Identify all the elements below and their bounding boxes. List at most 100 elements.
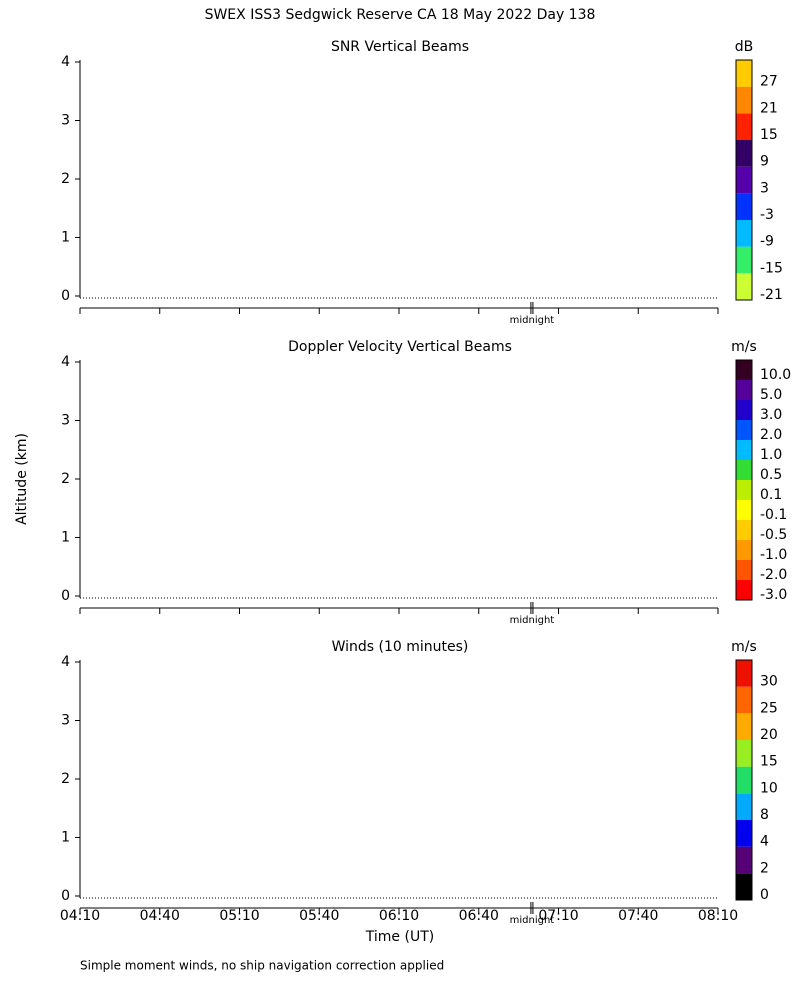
colorbar-label: 5.0 (760, 387, 782, 403)
colorbar-swatch (736, 273, 752, 300)
colorbar-swatch (736, 60, 752, 87)
x-tick-label: 06:40 (459, 908, 499, 924)
x-tick-label: 08:10 (698, 908, 738, 924)
colorbar-label: 0 (760, 887, 769, 903)
colorbar-label: 3 (760, 180, 769, 196)
y-axis-label: Altitude (km) (14, 433, 30, 525)
colorbar-label: 2.0 (760, 427, 782, 443)
colorbar-swatch (736, 166, 752, 194)
panel-title: SNR Vertical Beams (331, 39, 469, 55)
colorbar-label: -0.5 (760, 527, 787, 543)
x-tick-label: 06:10 (379, 908, 419, 924)
colorbar-label: -3 (760, 207, 774, 223)
colorbar-swatch (736, 460, 752, 480)
colorbar-label: 25 (760, 700, 778, 716)
midnight-label: midnight (510, 315, 555, 326)
colorbar-label: -2.0 (760, 567, 787, 583)
colorbar-swatch (736, 193, 752, 220)
colorbar-label: -9 (760, 234, 774, 250)
colorbar-swatch (736, 560, 752, 580)
colorbar-label: 4 (760, 834, 769, 850)
colorbar-unit: dB (735, 39, 754, 55)
page-title: SWEX ISS3 Sedgwick Reserve CA 18 May 202… (205, 7, 596, 23)
colorbar-swatch (736, 820, 752, 847)
colorbar-swatch (736, 380, 752, 400)
colorbar-unit: m/s (731, 639, 757, 655)
y-tick-label: 4 (61, 354, 70, 370)
x-tick-label: 04:10 (60, 908, 100, 924)
colorbar-swatch (736, 873, 752, 900)
colorbar-label: 15 (760, 127, 778, 143)
x-tick-label: 05:40 (299, 908, 339, 924)
y-tick-label: 2 (61, 771, 70, 787)
colorbar-frame (735, 359, 753, 601)
colorbar-swatch (736, 713, 752, 740)
colorbar-label: 10.0 (760, 367, 791, 383)
colorbar-swatch (736, 360, 752, 380)
colorbar-swatch (736, 580, 752, 600)
colorbar-swatch (736, 113, 752, 140)
colorbar-swatch (736, 86, 752, 114)
colorbar-swatch (736, 246, 752, 274)
y-tick-label: 3 (61, 413, 70, 429)
y-tick-label: 4 (61, 654, 70, 670)
colorbar-label: 1.0 (760, 447, 782, 463)
x-tick-label: 05:10 (219, 908, 259, 924)
footnote: Simple moment winds, no ship navigation … (80, 959, 444, 973)
colorbar-label: -0.1 (760, 507, 787, 523)
colorbar-swatch (736, 686, 752, 714)
colorbar-label: 21 (760, 100, 778, 116)
colorbar-swatch (736, 846, 752, 874)
colorbar-swatch (736, 400, 752, 420)
x-axis-label: Time (UT) (365, 929, 434, 945)
y-tick-label: 0 (61, 288, 70, 304)
colorbar-swatch (736, 793, 752, 820)
colorbar-label: 15 (760, 754, 778, 770)
y-tick-label: 1 (61, 830, 70, 846)
y-tick-label: 3 (61, 713, 70, 729)
y-tick-label: 1 (61, 230, 70, 246)
colorbar-frame (735, 59, 753, 301)
colorbar-label: 9 (760, 154, 769, 170)
y-tick-label: 2 (61, 471, 70, 487)
colorbar-label: -3.0 (760, 587, 787, 603)
colorbar-swatch (736, 440, 752, 460)
colorbar-swatch (736, 480, 752, 500)
colorbar-swatch (736, 540, 752, 560)
panel-title: Winds (10 minutes) (332, 639, 469, 655)
colorbar-label: 30 (760, 674, 778, 690)
colorbar-swatch (736, 766, 752, 794)
y-tick-label: 1 (61, 530, 70, 546)
colorbar-swatch (736, 500, 752, 520)
y-tick-label: 0 (61, 888, 70, 904)
colorbar-swatch (736, 740, 752, 767)
y-tick-label: 3 (61, 113, 70, 129)
colorbar-swatch (736, 220, 752, 247)
colorbar-label: 0.1 (760, 487, 782, 503)
colorbar-swatch (736, 140, 752, 167)
colorbar-unit: m/s (731, 339, 757, 355)
colorbar-label: -15 (760, 260, 783, 276)
colorbar-swatch (736, 420, 752, 440)
colorbar-swatch (736, 520, 752, 540)
panel-title: Doppler Velocity Vertical Beams (288, 339, 512, 355)
y-tick-label: 2 (61, 171, 70, 187)
x-tick-label: 07:40 (618, 908, 658, 924)
colorbar-label: 27 (760, 74, 778, 90)
x-tick-label: 04:40 (140, 908, 180, 924)
colorbar-label: 2 (760, 860, 769, 876)
midnight-label: midnight (510, 915, 555, 926)
colorbar-label: 3.0 (760, 407, 782, 423)
y-tick-label: 0 (61, 588, 70, 604)
y-tick-label: 4 (61, 54, 70, 70)
colorbar-label: 0.5 (760, 467, 782, 483)
colorbar-label: -21 (760, 287, 783, 303)
colorbar-label: 8 (760, 807, 769, 823)
colorbar-frame (735, 659, 753, 901)
colorbar-label: 10 (760, 780, 778, 796)
midnight-label: midnight (510, 615, 555, 626)
colorbar-label: 20 (760, 727, 778, 743)
colorbar-label: -1.0 (760, 547, 787, 563)
x-tick-label: 07:10 (538, 908, 578, 924)
